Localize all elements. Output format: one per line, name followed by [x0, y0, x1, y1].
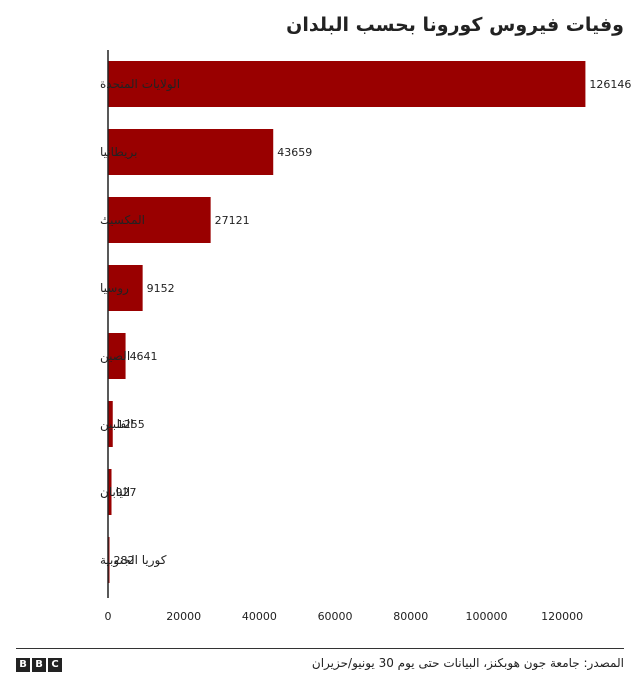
chart-title: وفيات فيروس كورونا بحسب البلدان — [286, 14, 624, 36]
x-tick-label: 40000 — [242, 610, 277, 623]
footer-divider — [16, 648, 624, 649]
bar-value-label: 126146 — [589, 78, 631, 91]
category-label: الفلبين — [100, 417, 133, 432]
category-label: كوريا الجنوبية — [100, 553, 167, 568]
bar-value-label: 1255 — [117, 418, 145, 431]
category-label: روسيا — [100, 281, 129, 296]
bar-value-label: 43659 — [277, 146, 312, 159]
bar — [108, 333, 126, 379]
x-tick-label: 80000 — [393, 610, 428, 623]
bar — [108, 469, 112, 515]
x-tick-label: 20000 — [166, 610, 201, 623]
category-label: الصين — [100, 349, 130, 364]
bar — [108, 401, 113, 447]
bar-value-label: 282 — [114, 554, 135, 567]
x-tick-label: 100000 — [465, 610, 507, 623]
bar — [108, 61, 586, 107]
bar-value-label: 4641 — [130, 350, 158, 363]
x-tick-label: 0 — [105, 610, 112, 623]
bar — [108, 265, 143, 311]
source-note: المصدر: جامعة جون هوبكنز، البيانات حتى ي… — [311, 656, 624, 670]
x-tick-label: 120000 — [541, 610, 583, 623]
bar — [108, 197, 211, 243]
logo-letter: B — [16, 658, 30, 672]
bar-value-label: 27121 — [215, 214, 250, 227]
category-label: اليابان — [100, 485, 130, 499]
bar-chart: 126146 الولايات المتحدة 43659 بريطانيا 27121… — [100, 50, 631, 623]
category-label: الولايات المتحدة — [100, 77, 180, 92]
category-label: بريطانيا — [100, 145, 137, 160]
bar-value-label: 9152 — [147, 282, 175, 295]
bbc-logo: B B C — [16, 658, 62, 672]
category-label: المكسيك — [100, 213, 145, 227]
logo-letter: C — [48, 658, 62, 672]
logo-letter: B — [32, 658, 46, 672]
bar — [108, 129, 274, 175]
bar-value-label: 927 — [116, 486, 137, 499]
x-tick-label: 60000 — [318, 610, 353, 623]
